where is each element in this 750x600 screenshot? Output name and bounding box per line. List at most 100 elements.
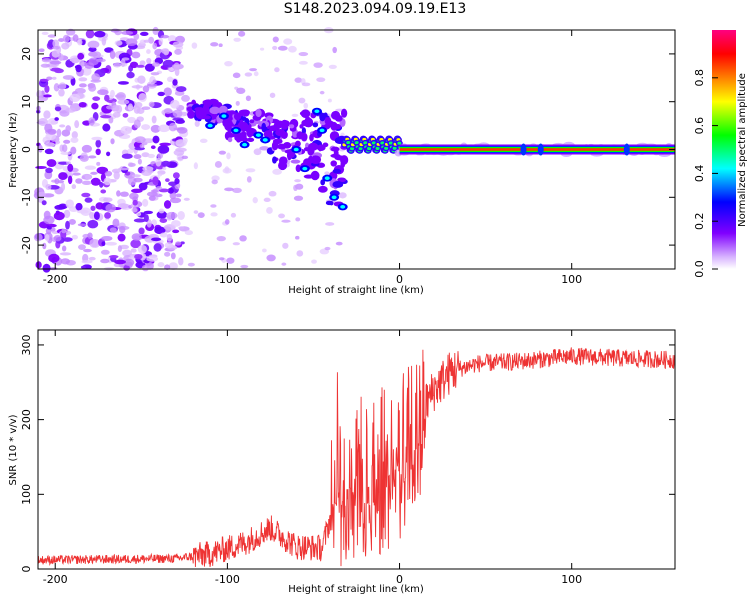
spectral-noise-blob bbox=[136, 212, 141, 216]
spectral-noise-blob bbox=[38, 145, 43, 153]
spectral-noise-blob bbox=[219, 151, 226, 155]
spectral-noise-blob bbox=[140, 32, 149, 36]
spectral-noise-blob bbox=[42, 200, 47, 205]
spectral-cluster-blob bbox=[277, 144, 286, 150]
spectrogram-y-tick-label: 10 bbox=[20, 95, 33, 109]
spectral-noise-blob bbox=[178, 226, 184, 229]
spectral-noise-blob bbox=[63, 140, 70, 144]
spectral-noise-blob bbox=[161, 161, 170, 167]
spectral-noise-blob bbox=[182, 112, 188, 116]
spectral-noise-blob bbox=[264, 198, 271, 202]
spectral-hotspot-core bbox=[242, 143, 247, 147]
spectral-noise-blob bbox=[158, 124, 170, 132]
spectral-cluster-blob bbox=[195, 108, 205, 118]
colorbar: 0.00.20.40.60.8 Normalized spectral ampl… bbox=[693, 30, 748, 278]
spectral-cluster-blob bbox=[296, 131, 303, 139]
spectral-noise-blob bbox=[79, 83, 87, 87]
spectral-noise-blob bbox=[224, 61, 233, 66]
spectral-noise-blob bbox=[39, 48, 45, 52]
spectral-noise-blob bbox=[87, 232, 92, 239]
spectral-noise-blob bbox=[138, 245, 147, 254]
spectral-noise-blob bbox=[91, 178, 101, 186]
spectral-noise-blob bbox=[66, 61, 73, 68]
colorbar-tick-label: 0.6 bbox=[693, 117, 706, 135]
spectral-hotspot-core bbox=[208, 124, 213, 128]
spectral-noise-blob bbox=[236, 101, 240, 106]
spectral-noise-blob bbox=[94, 31, 105, 38]
spectral-noise-blob bbox=[182, 156, 189, 160]
spectral-noise-blob bbox=[132, 85, 143, 88]
spectral-noise-blob bbox=[313, 62, 322, 68]
spectral-cluster-blob bbox=[261, 123, 266, 133]
spectral-cluster-blob bbox=[308, 143, 318, 151]
spectral-noise-blob bbox=[113, 63, 121, 68]
spectral-noise-blob bbox=[128, 163, 136, 167]
spectral-noise-blob bbox=[43, 264, 51, 273]
spectral-noise-blob bbox=[75, 65, 81, 73]
spectral-noise-blob bbox=[119, 226, 125, 233]
spectral-noise-blob bbox=[177, 211, 185, 220]
spectral-noise-blob bbox=[100, 189, 106, 193]
spectral-noise-blob bbox=[210, 42, 218, 46]
spectral-noise-blob bbox=[159, 208, 164, 213]
spectral-noise-blob bbox=[174, 49, 182, 55]
spectral-noise-blob bbox=[118, 81, 129, 85]
spectral-noise-blob bbox=[155, 158, 161, 167]
spectral-noise-blob bbox=[239, 235, 247, 241]
spectral-noise-blob bbox=[278, 46, 288, 51]
spectral-noise-blob bbox=[144, 211, 153, 214]
spectral-noise-blob bbox=[89, 257, 96, 261]
spectral-noise-blob bbox=[62, 245, 66, 251]
spectral-noise-blob bbox=[138, 159, 142, 165]
spectral-noise-blob bbox=[54, 205, 65, 210]
spectral-noise-blob bbox=[132, 208, 138, 213]
spectral-noise-blob bbox=[83, 249, 92, 252]
spectral-noise-blob bbox=[95, 202, 103, 209]
spectral-noise-blob bbox=[210, 212, 217, 216]
spectral-noise-blob bbox=[176, 86, 187, 92]
spectral-noise-blob bbox=[270, 93, 276, 98]
spectral-noise-blob bbox=[151, 72, 160, 75]
spectral-cluster-blob bbox=[272, 156, 277, 163]
spectral-noise-blob bbox=[154, 243, 162, 251]
spectral-noise-blob bbox=[174, 178, 179, 184]
spectral-noise-blob bbox=[62, 144, 67, 152]
spectral-noise-blob bbox=[78, 223, 87, 226]
spectrogram-x-tick-label: 100 bbox=[561, 273, 582, 286]
spectral-noise-blob bbox=[79, 102, 87, 108]
spectral-noise-blob bbox=[325, 247, 331, 250]
spectral-noise-blob bbox=[152, 116, 157, 124]
spectral-noise-blob bbox=[102, 124, 110, 132]
carrier-onset-core bbox=[397, 142, 401, 145]
spectral-noise-blob bbox=[65, 125, 71, 132]
spectral-noise-blob bbox=[162, 167, 166, 170]
spectral-cluster-blob bbox=[311, 171, 320, 180]
spectral-noise-blob bbox=[139, 183, 148, 191]
spectral-noise-blob bbox=[43, 216, 54, 225]
spectral-noise-blob bbox=[94, 211, 100, 220]
spectral-noise-blob bbox=[272, 169, 282, 175]
spectral-noise-blob bbox=[77, 53, 84, 60]
spectral-noise-blob bbox=[320, 91, 325, 94]
spectral-noise-blob bbox=[80, 155, 89, 162]
spectral-noise-blob bbox=[295, 236, 299, 240]
colorbar-label: Normalized spectral amplitude bbox=[737, 73, 748, 227]
spectral-noise-blob bbox=[157, 92, 164, 96]
spectral-noise-blob bbox=[72, 184, 77, 189]
spectral-noise-blob bbox=[116, 190, 120, 196]
spectral-noise-blob bbox=[59, 82, 67, 89]
spectral-noise-blob bbox=[52, 50, 60, 58]
spectral-hotspot-core bbox=[256, 133, 261, 137]
spectral-noise-blob bbox=[156, 186, 163, 190]
spectral-noise-blob bbox=[283, 38, 292, 44]
spectral-noise-blob bbox=[101, 250, 110, 255]
spectral-cluster-blob bbox=[333, 169, 342, 174]
spectral-cluster-blob bbox=[341, 109, 347, 118]
spectral-noise-blob bbox=[92, 96, 100, 101]
spectral-noise-blob bbox=[135, 136, 146, 143]
spectral-noise-blob bbox=[110, 138, 114, 144]
spectral-noise-blob bbox=[63, 35, 70, 43]
spectral-noise-blob bbox=[141, 124, 150, 130]
spectral-hotspot-core bbox=[332, 196, 337, 200]
